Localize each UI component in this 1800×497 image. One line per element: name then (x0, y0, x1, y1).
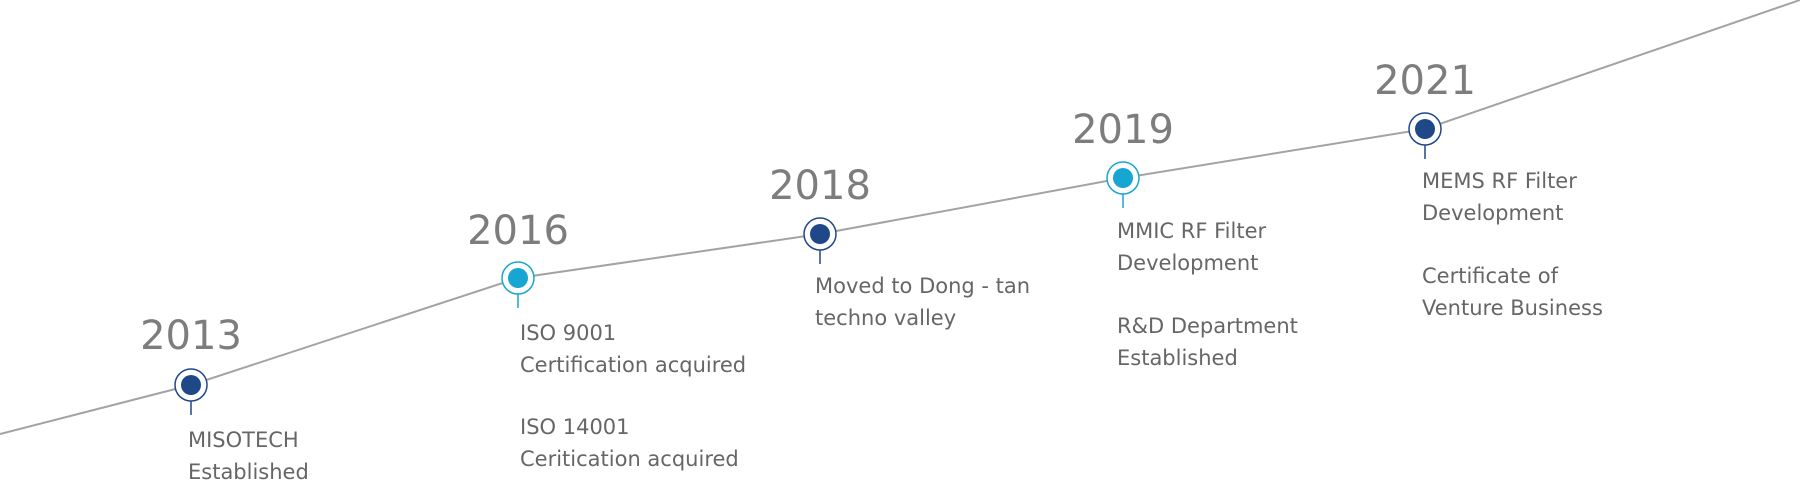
dot (181, 375, 201, 395)
milestone-text: Moved to Dong - tan (815, 274, 1030, 298)
milestone-text: techno valley (815, 306, 956, 330)
milestone-text: Development (1422, 201, 1563, 225)
milestone-text: Certificate of (1422, 264, 1559, 288)
milestone-text: Development (1117, 251, 1258, 275)
milestone-text: R&D Department (1117, 314, 1298, 338)
year-label: 2021 (1374, 58, 1476, 104)
milestone-text: Established (188, 460, 309, 484)
dot (1415, 119, 1435, 139)
milestone-text: Certification acquired (520, 353, 746, 377)
dot (810, 224, 830, 244)
milestone-text: Established (1117, 346, 1238, 370)
milestone-text: ISO 9001 (520, 321, 616, 345)
milestone-text: Venture Business (1422, 296, 1603, 320)
milestone-text: Ceritication acquired (520, 447, 739, 471)
milestone-text: MISOTECH (188, 428, 299, 452)
year-label: 2013 (140, 313, 242, 359)
year-label: 2016 (467, 208, 569, 254)
year-label: 2019 (1072, 107, 1174, 153)
milestone-text: MMIC RF Filter (1117, 219, 1266, 243)
dot (508, 268, 528, 288)
milestone-text: MEMS RF Filter (1422, 169, 1577, 193)
milestone-text: ISO 14001 (520, 415, 630, 439)
dot (1113, 168, 1133, 188)
year-label: 2018 (769, 163, 871, 209)
